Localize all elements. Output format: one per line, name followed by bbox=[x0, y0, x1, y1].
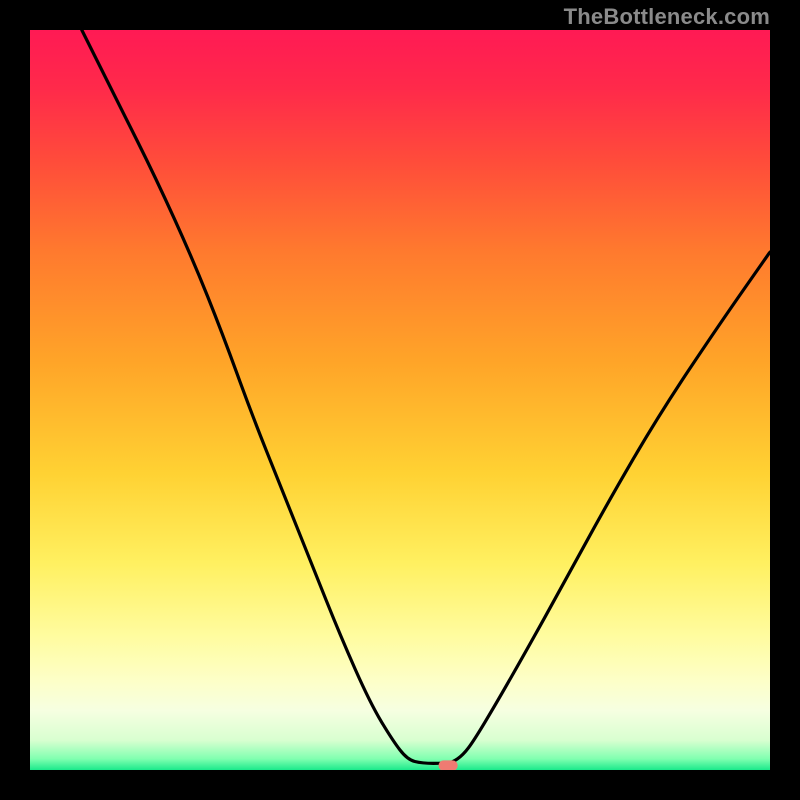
optimal-marker bbox=[438, 760, 457, 770]
watermark-text: TheBottleneck.com bbox=[564, 4, 770, 30]
chart-background bbox=[30, 30, 770, 770]
bottleneck-chart bbox=[30, 30, 770, 770]
chart-frame: TheBottleneck.com bbox=[0, 0, 800, 800]
